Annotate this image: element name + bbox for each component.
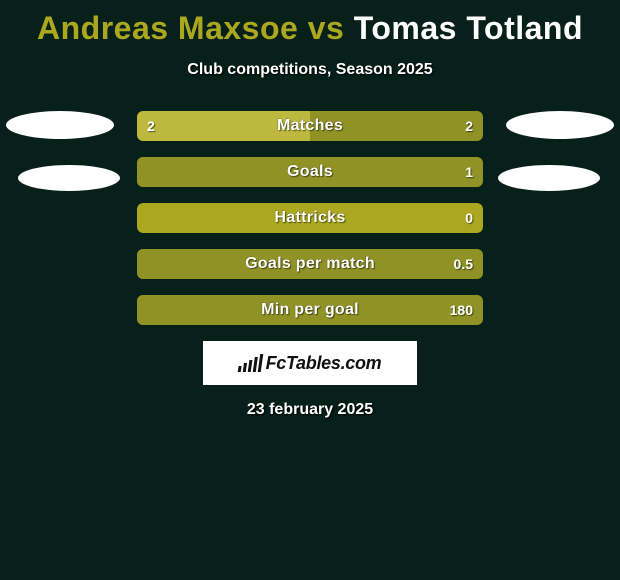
title-player2: Tomas Totland (354, 10, 583, 46)
comparison-chart: 22Matches 1Goals 0Hattricks 0.5Goals per ma… (0, 111, 620, 325)
brand-text: FcTables.com (266, 353, 382, 374)
stat-row: 0Hattricks (137, 203, 483, 233)
stat-row: 180Min per goal (137, 295, 483, 325)
brand-box: FcTables.com (203, 341, 417, 385)
stat-label: Goals per match (137, 249, 483, 279)
stat-label: Matches (137, 111, 483, 141)
title-player1: Andreas Maxsoe (37, 10, 298, 46)
stat-row: 22Matches (137, 111, 483, 141)
stat-label: Min per goal (137, 295, 483, 325)
title-vs: vs (298, 10, 353, 46)
stat-label: Hattricks (137, 203, 483, 233)
player-oval (498, 165, 600, 191)
stat-row: 0.5Goals per match (137, 249, 483, 279)
bar-chart-icon (237, 354, 263, 372)
stat-row: 1Goals (137, 157, 483, 187)
player-oval (6, 111, 114, 139)
stat-rows: 22Matches 1Goals 0Hattricks 0.5Goals per ma… (137, 111, 483, 325)
subtitle: Club competitions, Season 2025 (0, 61, 620, 79)
date-label: 23 february 2025 (0, 401, 620, 419)
stat-label: Goals (137, 157, 483, 187)
page-title: Andreas Maxsoe vs Tomas Totland (0, 0, 620, 47)
player-oval (18, 165, 120, 191)
player-oval (506, 111, 614, 139)
